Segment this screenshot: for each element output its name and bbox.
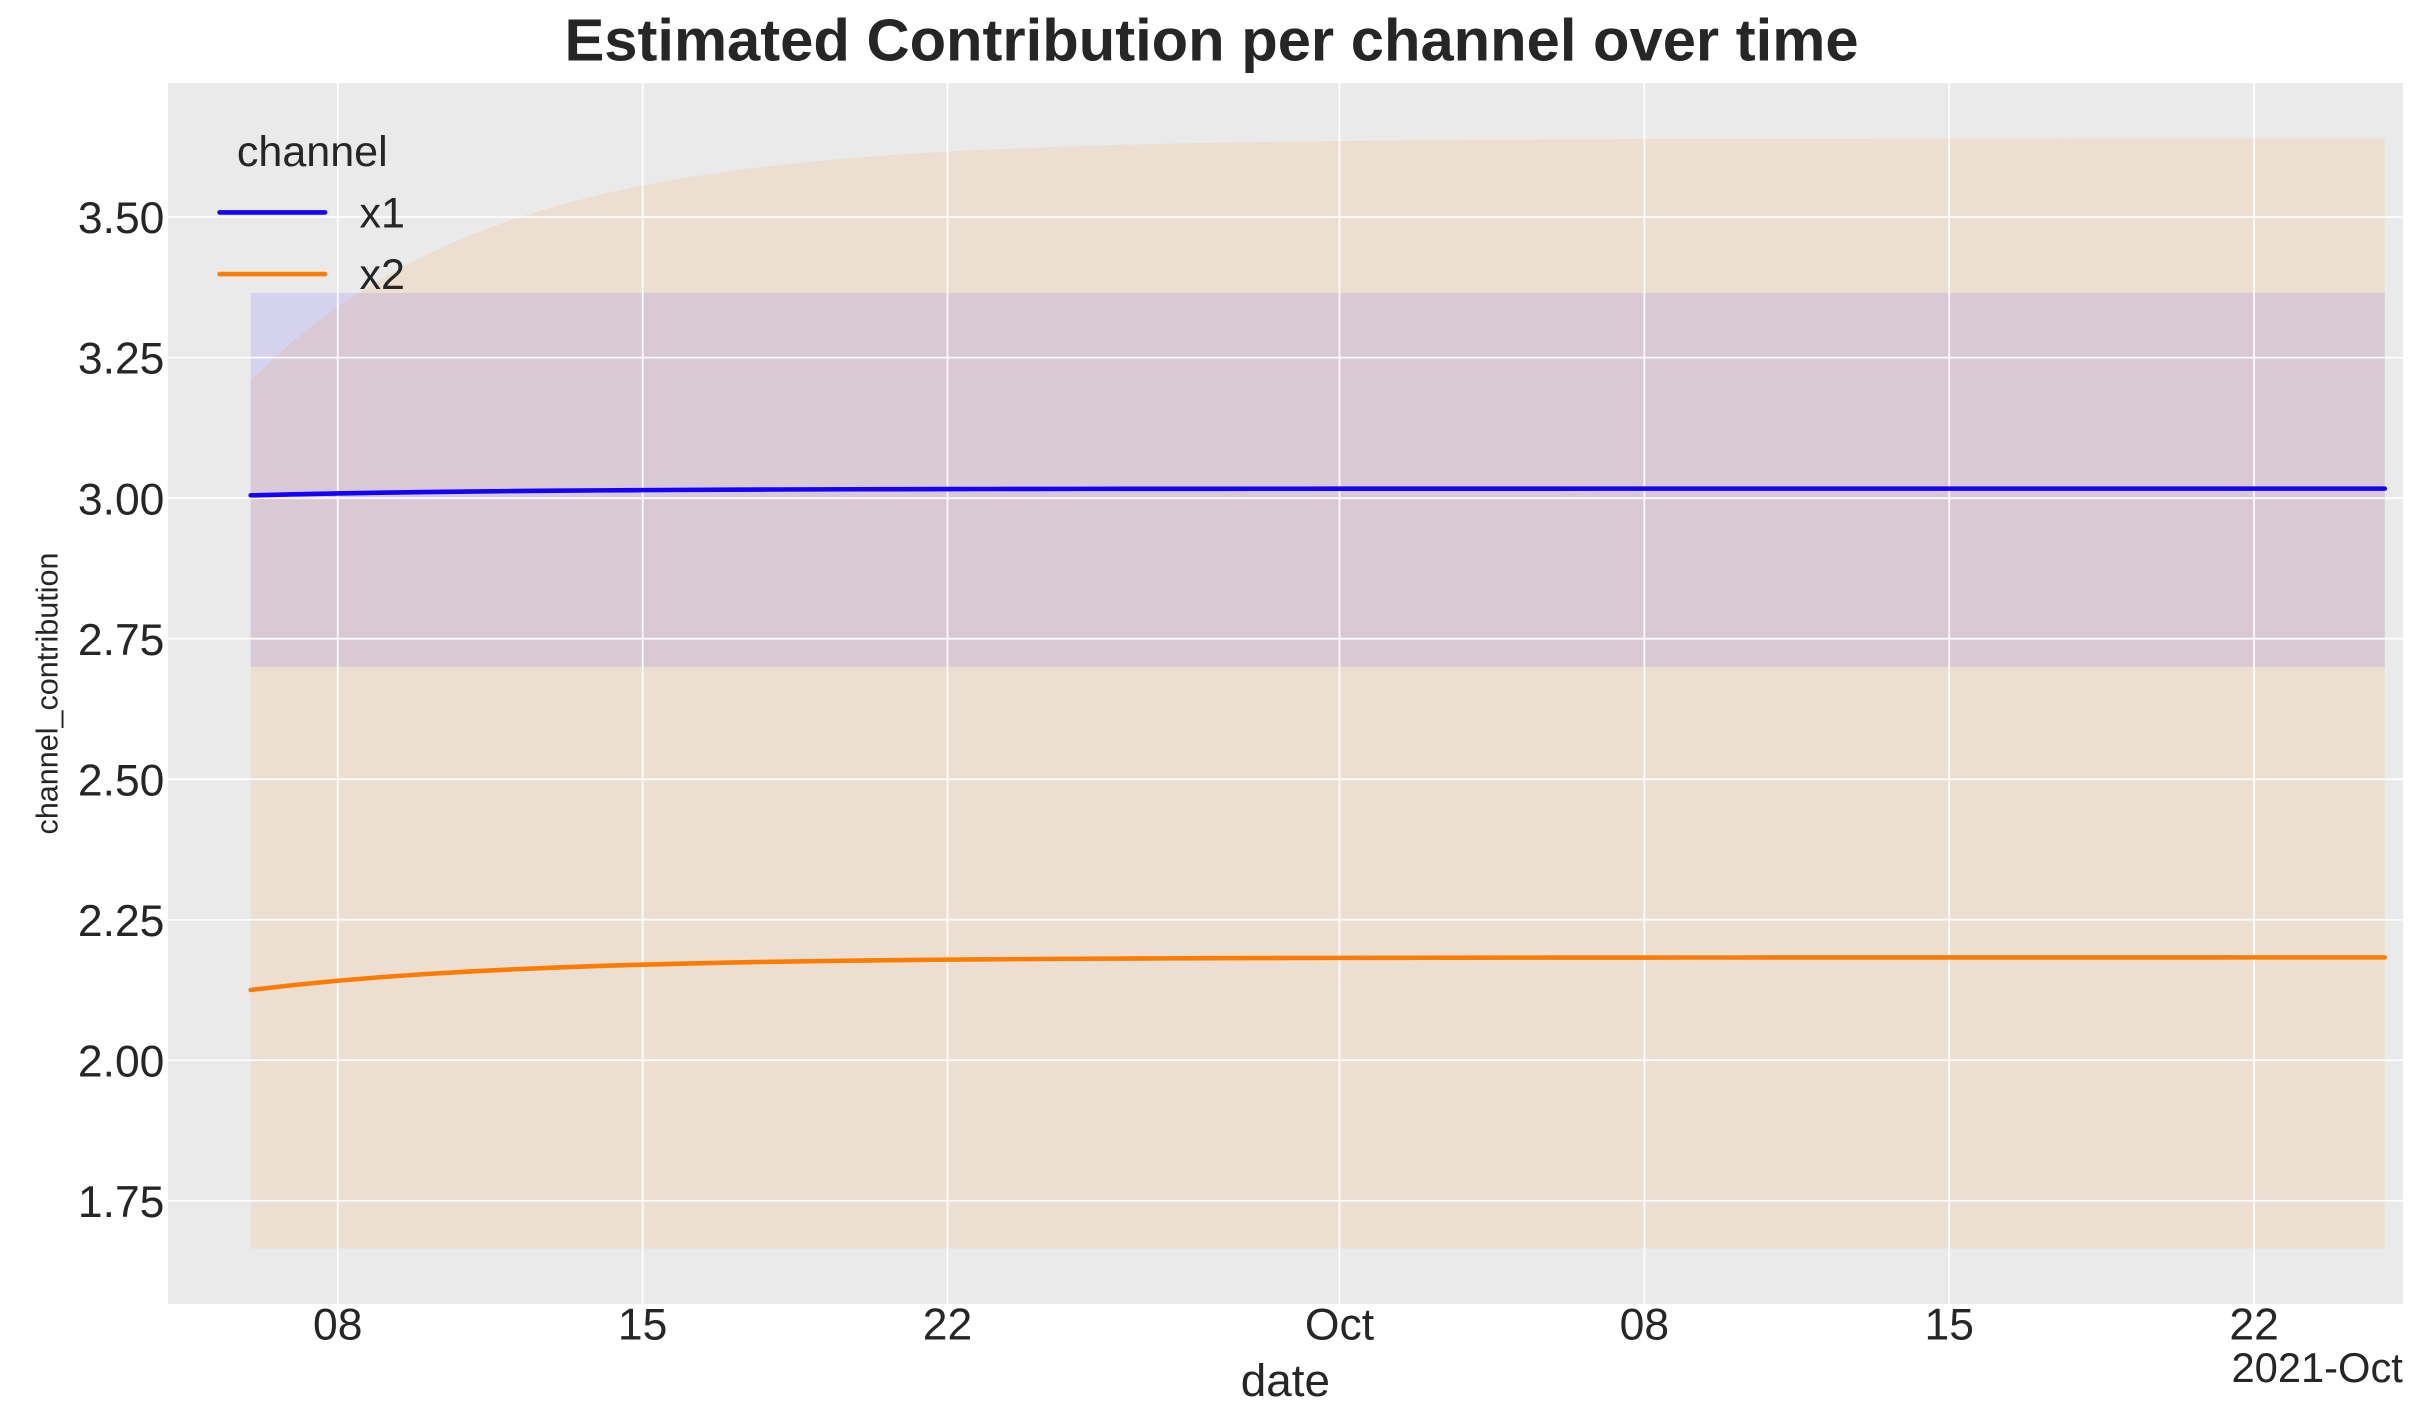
svg-text:2.50: 2.50: [78, 756, 165, 805]
svg-text:22: 22: [923, 1301, 972, 1350]
svg-text:x2: x2: [360, 251, 405, 299]
svg-text:Estimated Contribution per cha: Estimated Contribution per channel over …: [564, 6, 1858, 73]
svg-text:08: 08: [1620, 1301, 1669, 1350]
svg-text:date: date: [1241, 1355, 1330, 1406]
svg-text:15: 15: [1924, 1301, 1973, 1350]
svg-text:22: 22: [2229, 1301, 2278, 1350]
svg-text:2.00: 2.00: [78, 1037, 165, 1086]
svg-text:08: 08: [313, 1301, 362, 1350]
svg-text:2.25: 2.25: [78, 897, 165, 946]
svg-text:3.25: 3.25: [78, 335, 165, 384]
svg-text:channel: channel: [237, 128, 388, 176]
svg-text:x1: x1: [360, 189, 405, 237]
svg-text:Oct: Oct: [1305, 1301, 1375, 1350]
svg-text:3.00: 3.00: [78, 475, 165, 524]
svg-text:2.75: 2.75: [78, 616, 165, 665]
svg-text:2021-Oct: 2021-Oct: [2232, 1344, 2404, 1391]
svg-text:channel_contribution: channel_contribution: [31, 553, 65, 835]
svg-text:1.75: 1.75: [78, 1178, 165, 1227]
svg-text:3.50: 3.50: [78, 194, 165, 243]
svg-text:15: 15: [618, 1301, 667, 1350]
